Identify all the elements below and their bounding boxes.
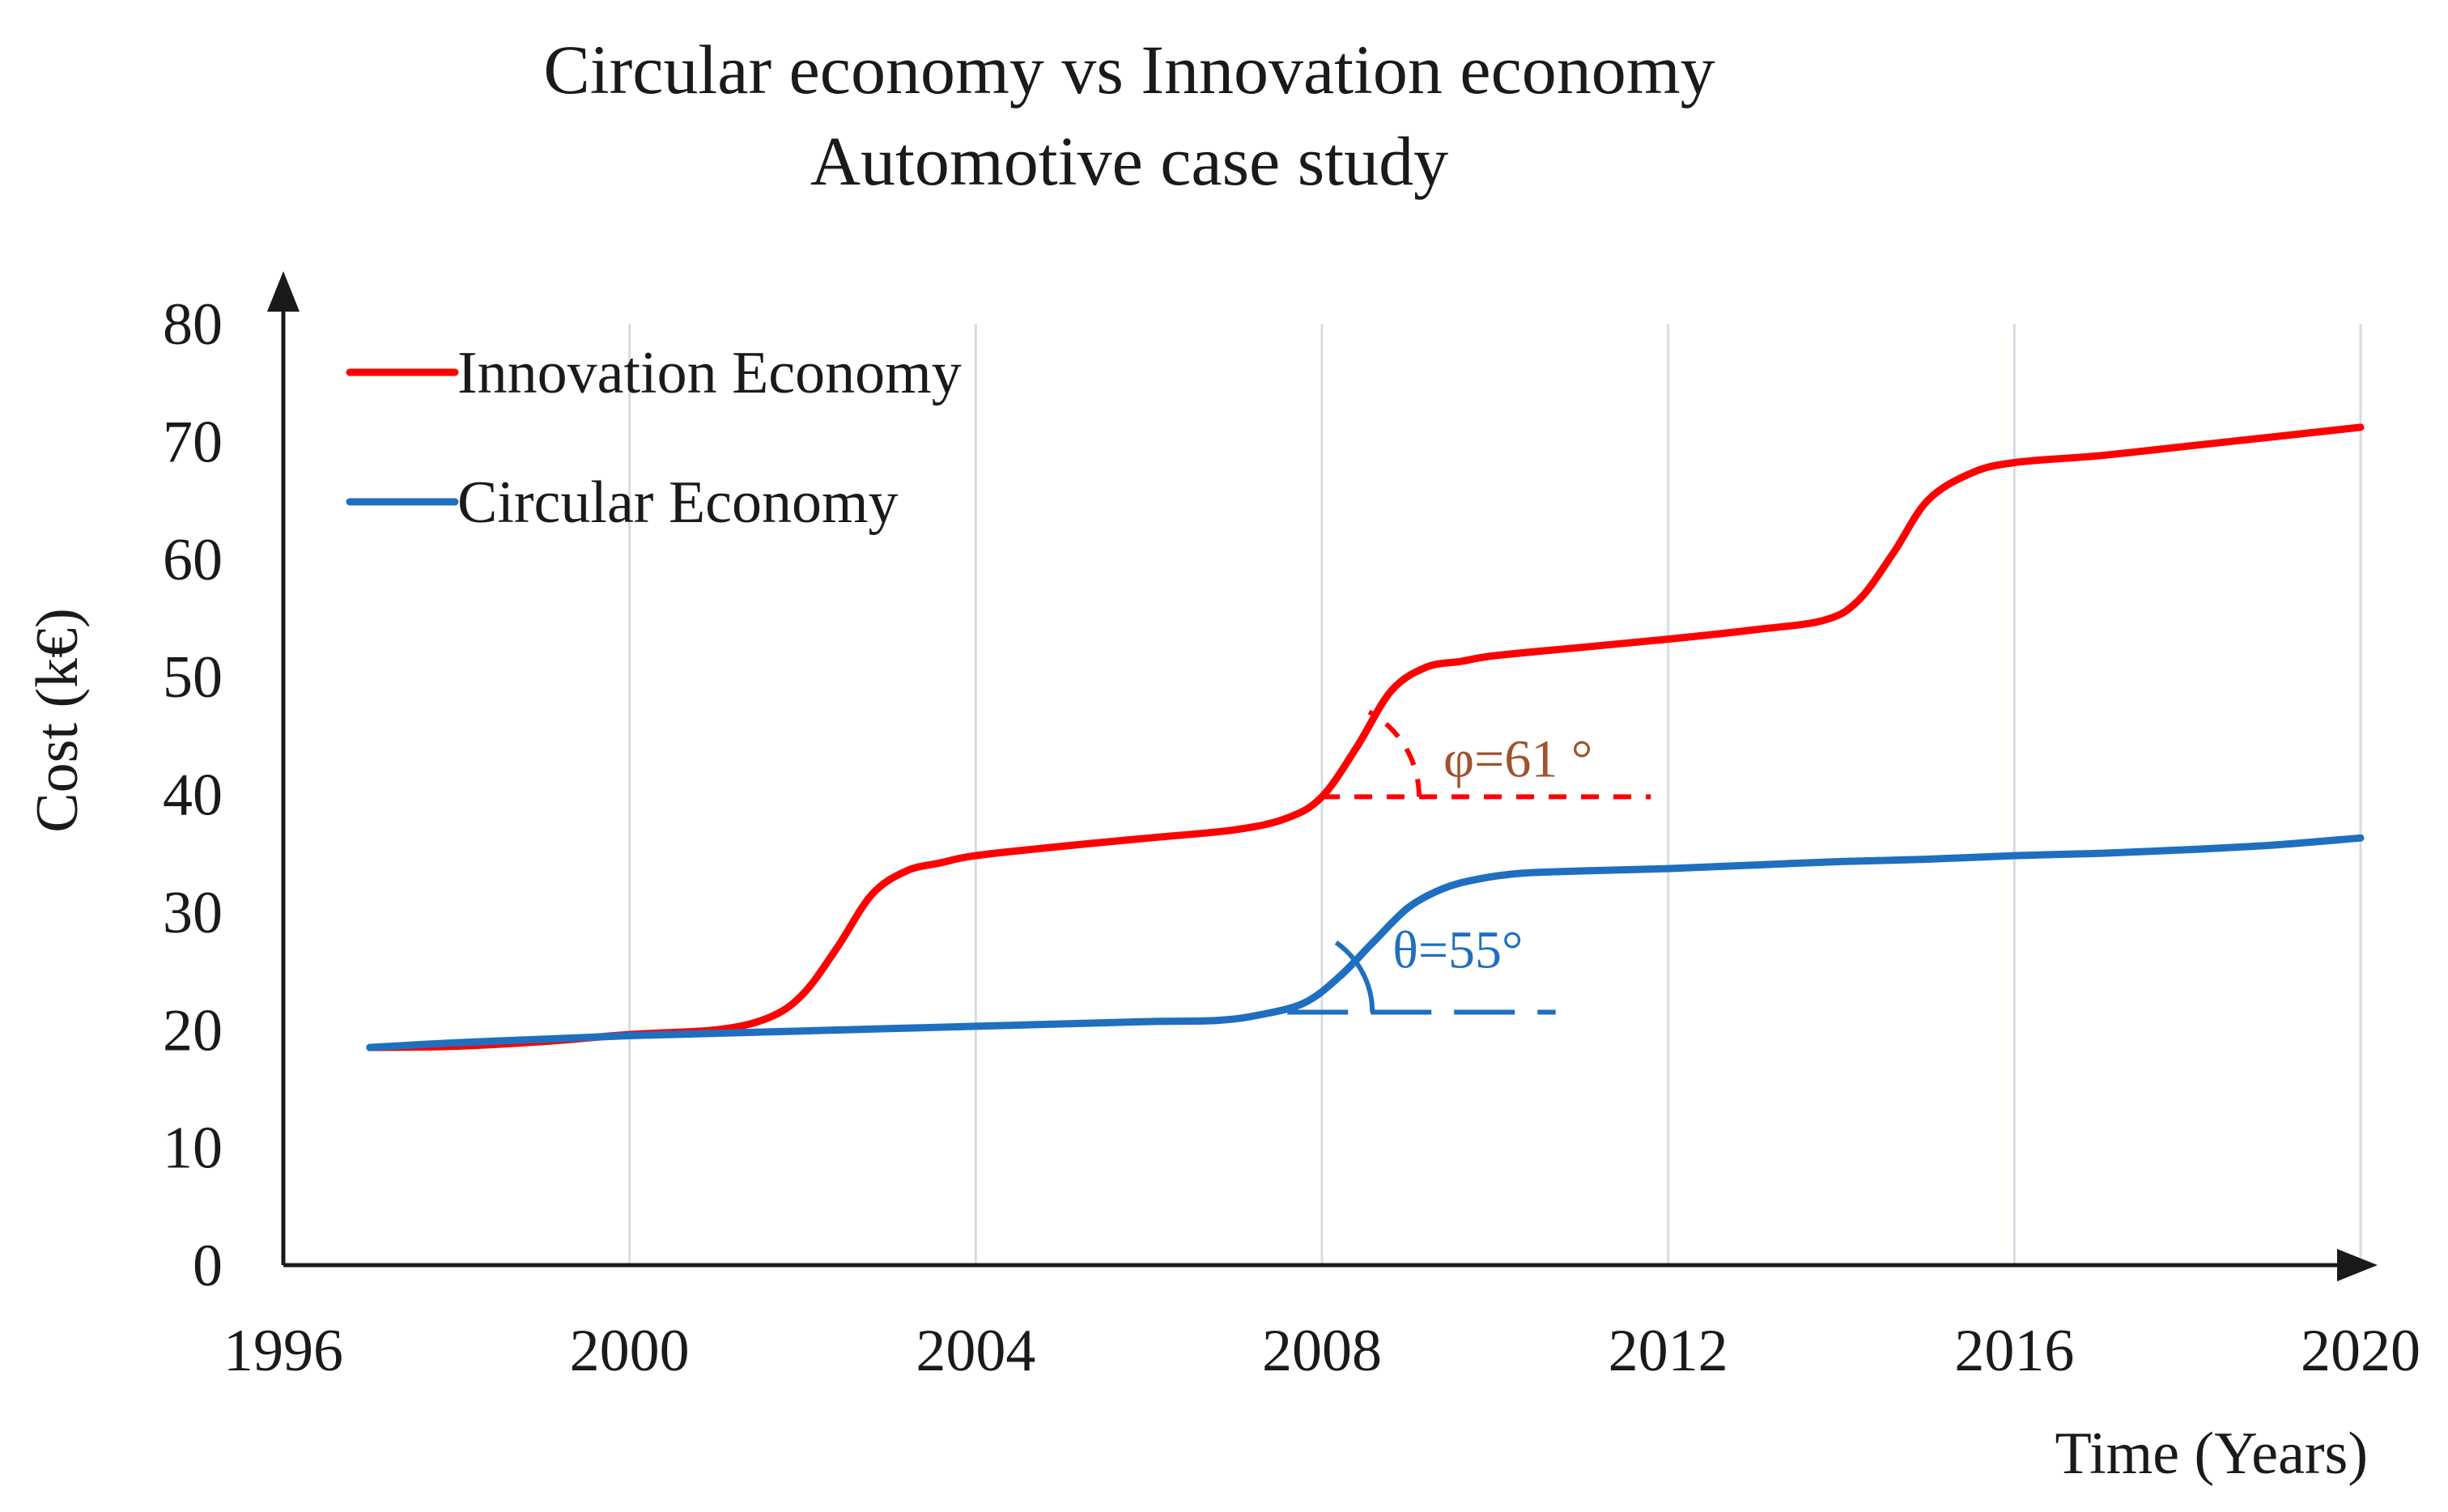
y-tick-label: 50: [163, 644, 223, 711]
y-tick-label: 40: [163, 762, 223, 829]
legend: Innovation Economy Circular Economy: [346, 340, 962, 536]
y-tick-label: 20: [163, 997, 223, 1064]
series-lines: [366, 423, 2365, 1051]
x-tick-label: 2016: [1954, 1318, 2074, 1384]
y-tick-labels: 0 10 20 30 40 50 60 70 80: [163, 291, 223, 1299]
y-tick-label: 70: [163, 409, 223, 475]
chart-subtitle: Automotive case study: [810, 122, 1448, 200]
legend-label: Circular Economy: [457, 469, 899, 536]
y-tick-label: 0: [193, 1233, 223, 1299]
angle-annotation-label: θ=55°: [1392, 920, 1523, 979]
x-tick-label: 2012: [1609, 1318, 1728, 1384]
x-tick-label: 1996: [223, 1318, 343, 1384]
y-tick-label: 60: [163, 527, 223, 593]
chart-title: Circular economy vs Innovation economy: [543, 31, 1715, 108]
y-tick-label: 80: [163, 291, 223, 358]
angle-arc: [1367, 709, 1422, 797]
y-axis-label: Cost (k€): [24, 608, 91, 833]
x-axis-label: Time (Years): [2055, 1421, 2368, 1487]
legend-label: Innovation Economy: [457, 340, 962, 406]
x-tick-label: 2004: [916, 1318, 1035, 1384]
angle-annotations: φ=61 ° θ=55°: [1287, 709, 1651, 1015]
series-line: [366, 423, 2365, 1051]
x-tick-labels: 1996 2000 2004 2008 2012 2016 2020: [223, 1318, 2420, 1384]
angle-annotation-label: φ=61 °: [1443, 729, 1592, 788]
x-tick-label: 2020: [2301, 1318, 2420, 1384]
x-tick-label: 2000: [570, 1318, 690, 1384]
y-tick-label: 10: [163, 1115, 223, 1182]
x-tick-label: 2008: [1262, 1318, 1382, 1384]
series-line: [366, 834, 2365, 1051]
y-tick-label: 30: [163, 880, 223, 946]
angle-arc: [1334, 940, 1375, 1013]
